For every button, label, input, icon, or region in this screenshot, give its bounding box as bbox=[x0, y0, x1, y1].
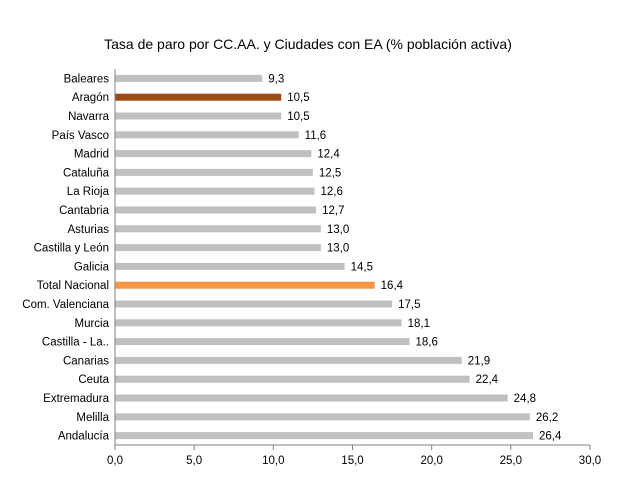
bar bbox=[115, 356, 462, 364]
value-label: 10,5 bbox=[287, 92, 309, 104]
bar bbox=[115, 93, 282, 101]
value-label: 12,5 bbox=[319, 167, 341, 179]
bar bbox=[115, 338, 410, 346]
bar bbox=[115, 413, 530, 421]
value-label: 13,0 bbox=[327, 224, 349, 236]
x-tick-label: 20,0 bbox=[420, 455, 442, 467]
value-label: 17,5 bbox=[398, 299, 420, 311]
value-label: 18,6 bbox=[416, 337, 438, 349]
value-label: 12,6 bbox=[321, 186, 343, 198]
category-label: Madrid bbox=[74, 149, 109, 161]
category-label: Ceuta bbox=[78, 374, 109, 386]
category-label: País Vasco bbox=[52, 130, 109, 142]
chart-title: Tasa de paro por CC.AA. y Ciudades con E… bbox=[104, 36, 512, 52]
bar bbox=[115, 74, 263, 82]
x-tick-label: 0,0 bbox=[107, 455, 123, 467]
x-tick-label: 25,0 bbox=[500, 455, 522, 467]
value-label: 21,9 bbox=[468, 355, 490, 367]
category-label: Aragón bbox=[72, 92, 109, 104]
x-tick-label: 5,0 bbox=[186, 455, 202, 467]
value-label: 10,5 bbox=[287, 111, 309, 123]
value-label: 11,6 bbox=[305, 130, 327, 142]
category-label: Asturias bbox=[67, 224, 109, 236]
bar bbox=[115, 150, 312, 158]
value-label: 12,4 bbox=[317, 149, 340, 161]
category-labels-group: Baleares Aragón Navarra País Vasco Madrid Cat… bbox=[22, 73, 109, 442]
bars-group bbox=[115, 74, 533, 440]
bar bbox=[115, 262, 345, 270]
bar bbox=[115, 244, 321, 252]
x-tick-label: 30,0 bbox=[579, 455, 601, 467]
bar bbox=[115, 225, 321, 233]
bar bbox=[115, 394, 508, 402]
category-label: Cataluña bbox=[63, 167, 110, 179]
bar bbox=[115, 432, 533, 440]
bar bbox=[115, 375, 470, 383]
x-axis: 0,0 5,0 10,0 15,0 20,0 25,0 30,0 bbox=[107, 69, 601, 467]
bar bbox=[115, 206, 317, 214]
value-label: 26,2 bbox=[536, 412, 558, 424]
category-label: Baleares bbox=[64, 73, 110, 85]
x-tick-label: 15,0 bbox=[341, 455, 363, 467]
bar bbox=[115, 187, 315, 195]
category-label: Castilla y León bbox=[34, 243, 109, 255]
value-label: 9,3 bbox=[268, 73, 284, 85]
bar bbox=[115, 168, 313, 176]
value-label: 26,4 bbox=[539, 431, 562, 443]
category-label: Castilla - La.. bbox=[42, 337, 109, 349]
category-label: Melilla bbox=[76, 412, 109, 424]
category-label: Navarra bbox=[68, 111, 110, 123]
value-label: 13,0 bbox=[327, 243, 349, 255]
value-label: 14,5 bbox=[351, 261, 373, 273]
category-label: Extremadura bbox=[43, 393, 109, 405]
category-label: Total Nacional bbox=[37, 280, 109, 292]
bar bbox=[115, 281, 375, 289]
bar bbox=[115, 112, 282, 120]
value-label: 12,7 bbox=[322, 205, 344, 217]
category-label: La Rioja bbox=[67, 186, 110, 198]
value-label: 24,8 bbox=[514, 393, 536, 405]
value-label: 18,1 bbox=[408, 318, 430, 330]
category-label: Murcia bbox=[74, 318, 109, 330]
category-label: Com. Valenciana bbox=[22, 299, 109, 311]
bar bbox=[115, 300, 393, 308]
category-label: Canarias bbox=[63, 355, 109, 367]
value-label: 16,4 bbox=[381, 280, 404, 292]
bar bbox=[115, 131, 299, 139]
x-tick-label: 10,0 bbox=[262, 455, 284, 467]
bar bbox=[115, 319, 402, 327]
category-label: Galicia bbox=[74, 261, 110, 273]
category-label: Andalucía bbox=[58, 431, 110, 443]
category-label: Cantabria bbox=[59, 205, 109, 217]
value-label: 22,4 bbox=[476, 374, 499, 386]
value-labels-group: 9,310,510,511,612,412,512,612,713,013,01… bbox=[268, 73, 562, 442]
